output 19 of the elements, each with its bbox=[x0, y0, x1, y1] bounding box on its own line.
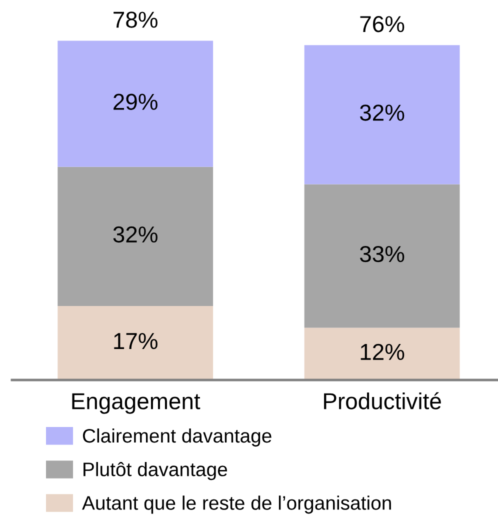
x-tick-label: Productivité bbox=[324, 392, 441, 410]
total-label: 78% bbox=[114, 12, 158, 28]
data-label: 32% bbox=[360, 104, 404, 121]
data-label: 17% bbox=[114, 333, 158, 350]
total-label: 76% bbox=[360, 16, 404, 32]
bar bbox=[304, 184, 460, 328]
legend-label: Clairement davantage bbox=[82, 428, 272, 447]
data-label: 12% bbox=[360, 344, 404, 360]
data-label: 32% bbox=[113, 226, 158, 243]
bar bbox=[58, 306, 214, 380]
bar bbox=[304, 328, 460, 380]
x-tick-label: Engagement bbox=[72, 393, 200, 414]
data-label: 29% bbox=[114, 94, 158, 110]
bar bbox=[58, 40, 214, 167]
legend-label: Autant que le reste de l’organisation bbox=[82, 496, 391, 514]
bar bbox=[304, 45, 460, 184]
data-label: 33% bbox=[360, 246, 404, 262]
bar bbox=[58, 166, 214, 306]
legend-label: Plutôt davantage bbox=[84, 462, 228, 480]
